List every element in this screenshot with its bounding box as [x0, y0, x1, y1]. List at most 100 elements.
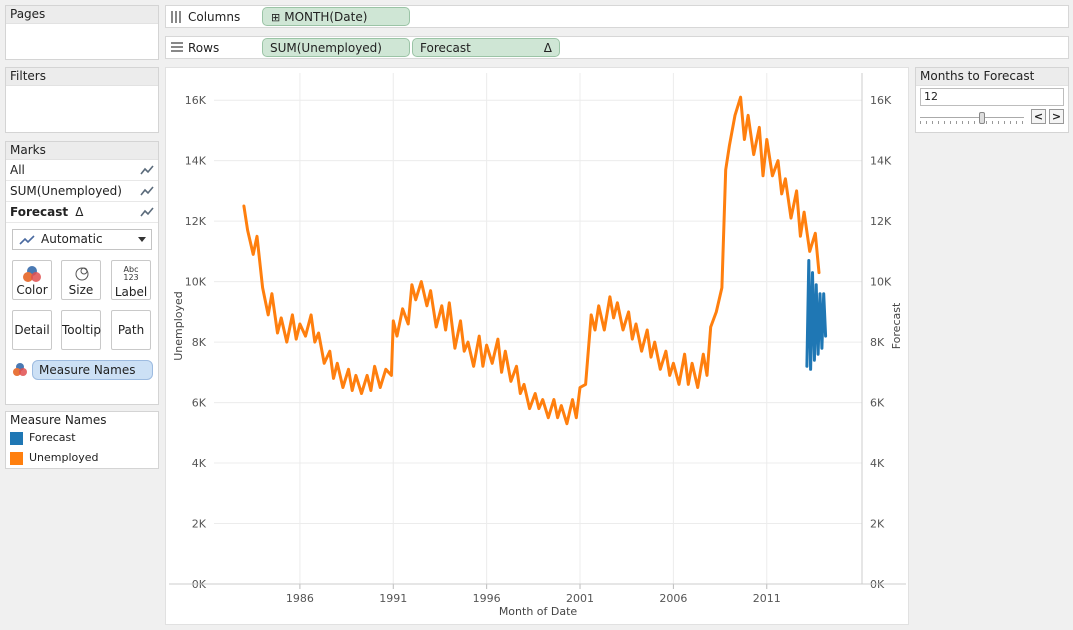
slider-track — [920, 117, 1024, 118]
marks-tab-label: All — [10, 163, 25, 177]
x-axis-label: Month of Date — [499, 605, 578, 618]
forecast-swatch — [10, 431, 23, 445]
unemployed-swatch — [10, 451, 23, 465]
y-tick-label-right: 14K — [870, 155, 892, 168]
label-icon-top: Abc — [123, 265, 139, 274]
unemployed-series-line — [242, 95, 821, 426]
y-tick-label-left: 4K — [192, 457, 207, 470]
previous-button[interactable]: < — [1031, 109, 1046, 124]
y-tick-label-right: 4K — [870, 457, 885, 470]
x-tick-label: 1991 — [379, 592, 407, 605]
y-tick-label-right: 2K — [870, 518, 885, 531]
label-button-label: Label — [114, 285, 148, 299]
month-date-pill[interactable]: ⊞ MONTH(Date) — [262, 7, 410, 26]
legend-item-unemployed[interactable]: Unemployed — [10, 451, 99, 465]
y-tick-label-left: 2K — [192, 518, 207, 531]
x-tick-label: 2001 — [566, 592, 594, 605]
tooltip-button-label: Tooltip — [62, 323, 101, 337]
month-date-pill-label: MONTH(Date) — [284, 10, 368, 24]
y-tick-label-left: 16K — [185, 94, 207, 107]
x-tick-label: 1986 — [286, 592, 314, 605]
slider-ticks — [920, 121, 1024, 124]
pages-card: Pages — [5, 5, 159, 60]
y-tick-label-right: 16K — [870, 94, 892, 107]
marks-tab-forecast[interactable]: Forecast Δ — [6, 202, 158, 223]
label-icon-bottom: 123 — [123, 273, 139, 282]
months-slider[interactable] — [920, 112, 1024, 126]
measure-names-legend: Measure Names Forecast Unemployed — [5, 411, 159, 469]
legend-item-label: Forecast — [29, 431, 76, 444]
y-tick-label-right: 8K — [870, 336, 885, 349]
y-tick-label-left: 6K — [192, 397, 207, 410]
size-icon — [75, 267, 89, 281]
x-tick-label: 1996 — [473, 592, 501, 605]
columns-shelf[interactable]: Columns ⊞ MONTH(Date) — [165, 5, 1069, 28]
color-icon — [23, 266, 41, 282]
expand-icon[interactable]: ⊞ — [271, 11, 281, 24]
columns-icon — [171, 11, 181, 23]
filters-card[interactable]: Filters — [5, 67, 159, 133]
delta-icon: Δ — [543, 41, 552, 55]
marks-tab-all[interactable]: All — [6, 160, 158, 181]
marks-title: Marks — [6, 142, 158, 160]
y-axis-label-right: Forecast — [890, 302, 903, 349]
path-button-label: Path — [117, 323, 145, 337]
months-to-forecast-card: Months to Forecast 12 < > — [915, 67, 1069, 133]
label-button[interactable]: Abc 123 Label — [111, 260, 151, 300]
filters-title: Filters — [6, 68, 158, 86]
color-button-label: Color — [16, 283, 48, 297]
tooltip-button[interactable]: Tooltip — [61, 310, 101, 350]
marks-card: Marks All SUM(Unemployed) Forecast Δ Aut… — [5, 141, 159, 405]
months-to-forecast-value: 12 — [924, 90, 938, 103]
y-tick-label-left: 14K — [185, 155, 207, 168]
line-mark-icon — [19, 235, 35, 245]
chart-area: 0K 0K 2K 2K 4K 4K 6K 6K 8K 8K 10K 10K 12K 12K 14K 14K 16… — [165, 67, 909, 625]
color-encoding-icon — [13, 363, 27, 376]
label-icon: Abc 123 — [112, 266, 150, 282]
chevron-down-icon — [138, 237, 146, 242]
rows-shelf[interactable]: Rows SUM(Unemployed) Forecast Δ — [165, 36, 1069, 59]
delta-icon: Δ — [75, 205, 84, 219]
line-mark-icon — [140, 165, 154, 175]
detail-button[interactable]: Detail — [12, 310, 52, 350]
legend-item-forecast[interactable]: Forecast — [10, 431, 76, 445]
measure-names-color-pill[interactable]: Measure Names — [32, 360, 153, 380]
measure-names-pill-label: Measure Names — [39, 363, 136, 377]
next-button[interactable]: > — [1049, 109, 1064, 124]
size-button-label: Size — [68, 283, 94, 297]
marks-tab-label: SUM(Unemployed) — [10, 184, 122, 198]
rows-icon — [171, 42, 183, 52]
line-mark-icon — [140, 186, 154, 196]
sum-unemployed-pill[interactable]: SUM(Unemployed) — [262, 38, 410, 57]
rows-label: Rows — [188, 41, 220, 55]
columns-label: Columns — [188, 10, 241, 24]
months-to-forecast-input[interactable]: 12 — [920, 88, 1064, 106]
line-mark-icon — [140, 207, 154, 217]
sum-unemployed-pill-label: SUM(Unemployed) — [270, 41, 382, 55]
chevron-right-icon: > — [1051, 110, 1062, 123]
y-tick-label-right: 12K — [870, 215, 892, 228]
size-button[interactable]: Size — [61, 260, 101, 300]
y-tick-label-left: 12K — [185, 215, 207, 228]
y-tick-label-right: 10K — [870, 276, 892, 289]
x-tick-label: 2011 — [753, 592, 781, 605]
path-button[interactable]: Path — [111, 310, 151, 350]
y-tick-label-right: 6K — [870, 397, 885, 410]
mark-type-value: Automatic — [41, 232, 103, 246]
pages-title: Pages — [6, 6, 158, 24]
y-tick-label-left: 8K — [192, 336, 207, 349]
chevron-left-icon: < — [1033, 110, 1044, 123]
forecast-pill[interactable]: Forecast Δ — [412, 38, 560, 57]
legend-item-label: Unemployed — [29, 451, 99, 464]
forecast-pill-label: Forecast — [420, 41, 471, 55]
color-button[interactable]: Color — [12, 260, 52, 300]
y-tick-label-left: 10K — [185, 276, 207, 289]
y-axis-label-left: Unemployed — [172, 291, 185, 361]
legend-title: Measure Names — [6, 412, 158, 429]
forecast-series-line — [805, 259, 828, 371]
marks-tab-unemployed[interactable]: SUM(Unemployed) — [6, 181, 158, 202]
mark-type-dropdown[interactable]: Automatic — [12, 229, 152, 250]
slider-thumb[interactable] — [979, 112, 985, 124]
detail-button-label: Detail — [14, 323, 50, 337]
